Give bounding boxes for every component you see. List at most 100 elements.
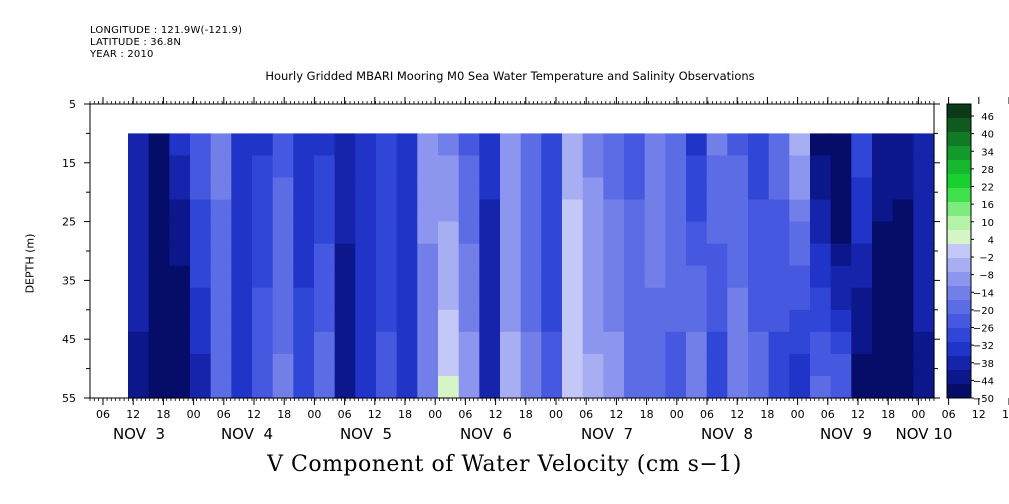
heatmap-cell bbox=[624, 331, 646, 355]
heatmap-cell bbox=[913, 375, 935, 399]
heatmap-cell bbox=[582, 155, 604, 179]
heatmap-cell bbox=[210, 353, 232, 377]
heatmap-cell bbox=[582, 353, 604, 377]
heatmap-cell bbox=[500, 309, 522, 333]
heatmap-cell bbox=[210, 309, 232, 333]
y-tick-label: 55 bbox=[62, 392, 76, 405]
heatmap-cell bbox=[520, 353, 542, 377]
heatmap-cell bbox=[417, 177, 439, 201]
heatmap-cell bbox=[148, 353, 170, 377]
heatmap-cell bbox=[500, 221, 522, 245]
heatmap-cell bbox=[892, 309, 914, 333]
heatmap-cell bbox=[830, 199, 852, 223]
heatmap-cell bbox=[624, 221, 646, 245]
heatmap-cell bbox=[624, 353, 646, 377]
heatmap-cell bbox=[541, 199, 563, 223]
colorbar-swatch bbox=[947, 300, 971, 315]
heatmap-cell bbox=[314, 287, 336, 311]
heatmap-cell bbox=[541, 221, 563, 245]
heatmap-cell bbox=[706, 221, 728, 245]
x-tick-label: 00 bbox=[791, 408, 805, 421]
heatmap-cell bbox=[748, 243, 770, 267]
colorbar-label: 16 bbox=[981, 200, 994, 211]
heatmap-cell bbox=[293, 177, 315, 201]
heatmap-cell bbox=[272, 243, 294, 267]
colorbar-swatch bbox=[947, 146, 971, 161]
heatmap-cell bbox=[500, 265, 522, 289]
heatmap-cell bbox=[603, 221, 625, 245]
heatmap-cell bbox=[293, 265, 315, 289]
heatmap-cell bbox=[396, 155, 418, 179]
colorbar-swatch bbox=[947, 188, 971, 203]
heatmap-cell bbox=[231, 331, 253, 355]
heatmap-cell bbox=[872, 287, 894, 311]
heatmap-cell bbox=[500, 243, 522, 267]
heatmap-cell bbox=[892, 331, 914, 355]
x-tick-label: 00 bbox=[911, 408, 925, 421]
heatmap-cell bbox=[562, 309, 584, 333]
heatmap-cell bbox=[644, 331, 666, 355]
colorbar-swatch bbox=[947, 160, 971, 175]
heatmap-cell bbox=[334, 177, 356, 201]
y-tick-label: 35 bbox=[62, 274, 76, 287]
date-label: NOV 4 bbox=[221, 425, 273, 443]
heatmap-cell bbox=[665, 265, 687, 289]
heatmap-cell bbox=[768, 287, 790, 311]
heatmap-cell bbox=[810, 199, 832, 223]
heatmap-cell bbox=[727, 309, 749, 333]
x-tick-label: 06 bbox=[821, 408, 835, 421]
heatmap-cell bbox=[851, 221, 873, 245]
heatmap-cell bbox=[789, 133, 811, 157]
heatmap-cell bbox=[789, 199, 811, 223]
heatmap-cell bbox=[727, 331, 749, 355]
heatmap-cell bbox=[768, 155, 790, 179]
x-tick-label: 18 bbox=[156, 408, 170, 421]
heatmap-cell bbox=[314, 155, 336, 179]
heatmap-cell bbox=[396, 265, 418, 289]
heatmap-cell bbox=[376, 221, 398, 245]
heatmap-cell bbox=[128, 331, 150, 355]
x-tick-label: 06 bbox=[458, 408, 472, 421]
heatmap-cell bbox=[665, 243, 687, 267]
heatmap-cell bbox=[458, 331, 480, 355]
heatmap-cell bbox=[293, 133, 315, 157]
heatmap-cell bbox=[252, 375, 274, 399]
heatmap-cell bbox=[210, 243, 232, 267]
heatmap-cell bbox=[892, 287, 914, 311]
heatmap-cell bbox=[231, 309, 253, 333]
heatmap-cell bbox=[872, 331, 894, 355]
heatmap-cell bbox=[169, 331, 191, 355]
heatmap-cell bbox=[686, 155, 708, 179]
heatmap-cell bbox=[128, 287, 150, 311]
heatmap-cell bbox=[665, 309, 687, 333]
x-tick-label: 12 bbox=[489, 408, 503, 421]
heatmap-cell bbox=[644, 353, 666, 377]
heatmap-cell bbox=[686, 265, 708, 289]
heatmap-cell bbox=[252, 221, 274, 245]
colorbar-frame bbox=[946, 103, 972, 399]
heatmap-cell bbox=[706, 353, 728, 377]
heatmap-cell bbox=[334, 155, 356, 179]
heatmap-cell bbox=[851, 199, 873, 223]
heatmap-cell bbox=[727, 199, 749, 223]
heatmap-cell bbox=[355, 177, 377, 201]
heatmap-cell bbox=[892, 199, 914, 223]
heatmap-cell bbox=[810, 309, 832, 333]
x-tick-label: 18 bbox=[277, 408, 291, 421]
heatmap-cell bbox=[334, 287, 356, 311]
heatmap-cell bbox=[872, 353, 894, 377]
heatmap-cell bbox=[458, 265, 480, 289]
heatmap-cell bbox=[562, 155, 584, 179]
heatmap-cell bbox=[851, 331, 873, 355]
heatmap-cell bbox=[872, 177, 894, 201]
heatmap-cell bbox=[520, 309, 542, 333]
heatmap-cell bbox=[334, 221, 356, 245]
heatmap-cell bbox=[479, 265, 501, 289]
heatmap-cell bbox=[789, 331, 811, 355]
heatmap-cell bbox=[500, 133, 522, 157]
heatmap-cell bbox=[128, 177, 150, 201]
heatmap-cell bbox=[252, 177, 274, 201]
heatmap-cell bbox=[479, 133, 501, 157]
heatmap-cell bbox=[169, 133, 191, 157]
heatmap-cell bbox=[872, 133, 894, 157]
